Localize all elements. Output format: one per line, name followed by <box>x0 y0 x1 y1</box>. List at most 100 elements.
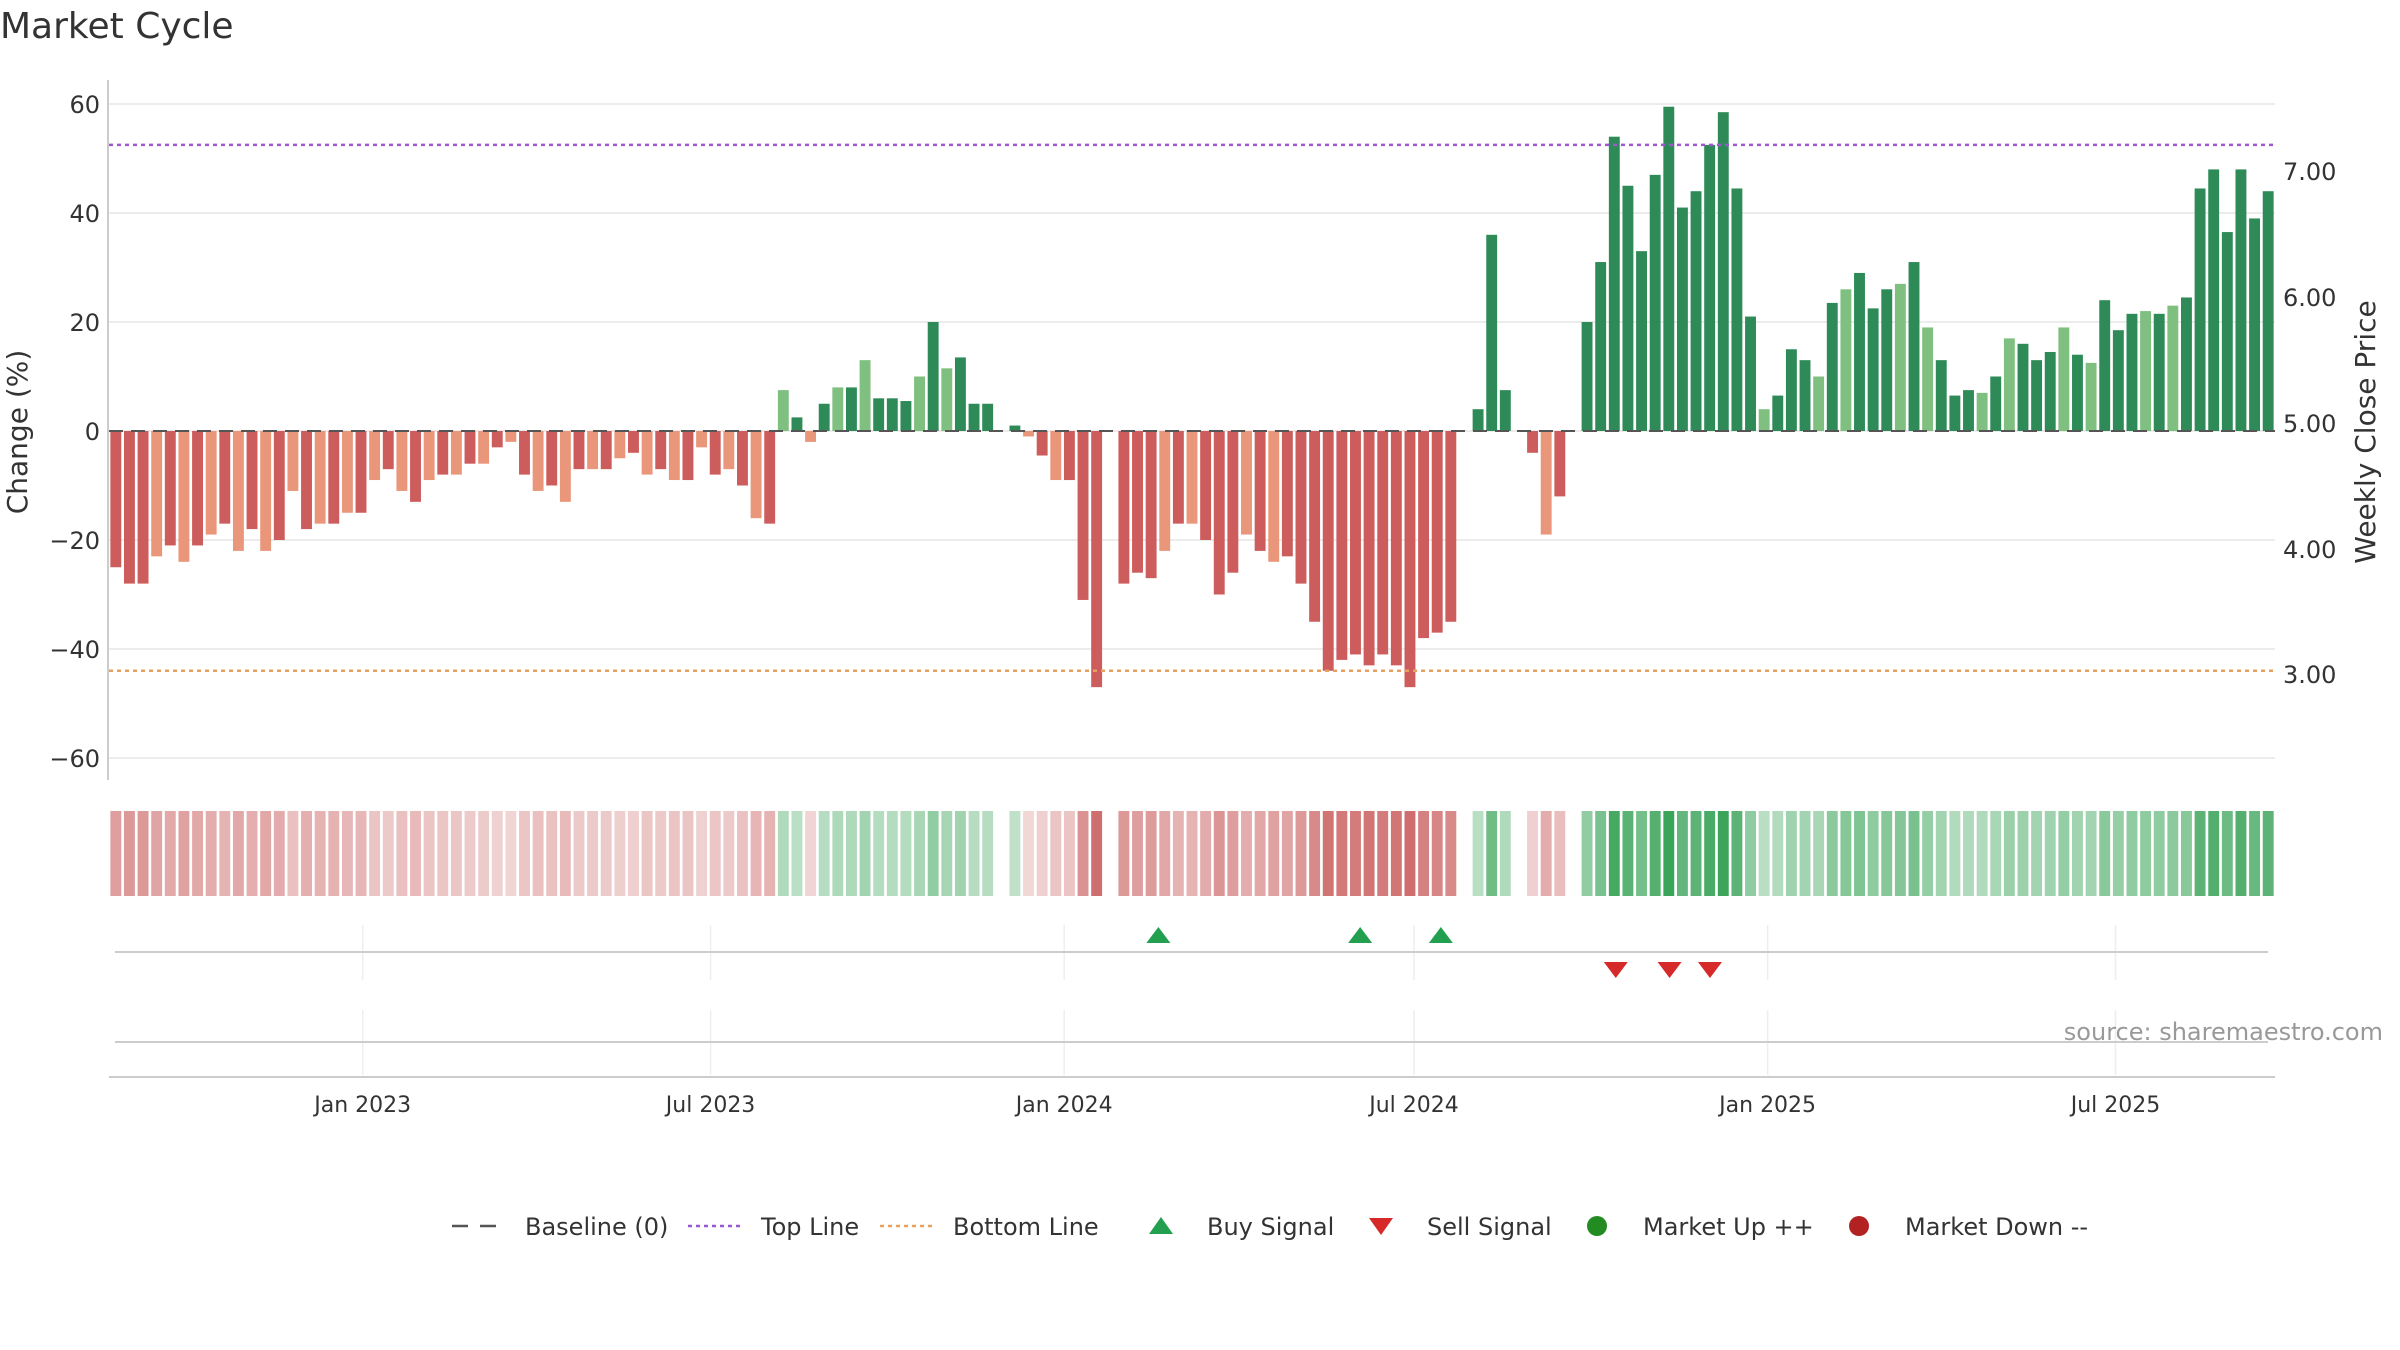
y-tick-label: −60 <box>49 745 100 773</box>
bar <box>709 431 721 475</box>
strip-cell <box>1377 811 1389 896</box>
bar <box>805 431 817 442</box>
bar <box>1268 431 1280 562</box>
bar <box>573 431 585 470</box>
x-tick-label: Jan 2025 <box>1717 1093 1816 1118</box>
reference-lines <box>109 143 2275 673</box>
bar <box>2194 188 2206 431</box>
strip-cell <box>464 811 476 896</box>
y2-tick-label: 5.00 <box>2283 410 2336 438</box>
x-tick-label: Jul 2025 <box>2069 1093 2161 1118</box>
bar <box>1063 431 1075 481</box>
bar <box>2112 330 2124 431</box>
strip-cell <box>1118 811 1130 896</box>
bar <box>1990 376 2002 431</box>
strip-cell <box>328 811 340 896</box>
bar <box>2126 313 2138 431</box>
strip-cell <box>927 811 939 896</box>
legend-item: Buy Signal <box>1149 1213 1334 1241</box>
strip-cell <box>1159 811 1171 896</box>
strip-cell <box>1717 811 1729 896</box>
strip-cell <box>1935 811 1947 896</box>
bar <box>110 431 122 568</box>
sell-signal-marker <box>1603 962 1628 978</box>
bar <box>1840 289 1852 431</box>
bar <box>1527 431 1539 453</box>
strip-cell <box>614 811 626 896</box>
bar <box>423 431 435 481</box>
bar <box>1813 376 1825 431</box>
strip-cell <box>1336 811 1348 896</box>
strip-cell <box>764 811 776 896</box>
bar <box>1963 390 1974 431</box>
x-tick-label: Jul 2024 <box>1367 1093 1459 1118</box>
bar <box>178 431 190 562</box>
strip-cell <box>1690 811 1702 896</box>
strip-cell <box>982 811 994 896</box>
strip-cell <box>941 811 953 896</box>
legend-item: Market Down -- <box>1849 1213 2088 1241</box>
bar <box>1077 431 1089 600</box>
strip-cell <box>900 811 912 896</box>
strip-cell <box>1922 811 1934 896</box>
strip-cell <box>2208 811 2220 896</box>
strip-cell <box>396 811 408 896</box>
bar <box>478 431 490 464</box>
sell-signal-marker <box>1697 962 1722 978</box>
bar <box>1731 188 1743 431</box>
bar <box>682 431 694 481</box>
strip-cell <box>1227 811 1239 896</box>
strip-cell <box>1772 811 1784 896</box>
strip-cell <box>1132 811 1143 896</box>
bar <box>600 431 612 470</box>
strip-cell <box>2221 811 2233 896</box>
strip-cell <box>737 811 748 896</box>
strip-cell <box>968 811 980 896</box>
bar <box>982 403 994 431</box>
strip-cell <box>1036 811 1048 896</box>
bar <box>2181 297 2192 431</box>
strip-cell <box>2167 811 2179 896</box>
strip-cell <box>1322 811 1334 896</box>
strip-cell <box>1554 811 1566 896</box>
strip-cell <box>1990 811 2002 896</box>
strip-cell <box>791 811 803 896</box>
y-axis-label: Change (%) <box>1 350 34 515</box>
bar <box>641 431 653 475</box>
strip-cell <box>832 811 844 896</box>
bar <box>1431 431 1443 633</box>
strip-cell <box>1254 811 1266 896</box>
bar <box>614 431 626 459</box>
strip-cell <box>600 811 612 896</box>
strip-cell <box>110 811 122 896</box>
bar <box>1404 431 1416 688</box>
strip-cell <box>151 811 163 896</box>
legend-item: Market Up ++ <box>1587 1213 1814 1241</box>
bar <box>1036 431 1048 456</box>
bar <box>1622 185 1634 431</box>
strip-cell <box>914 811 925 896</box>
bar <box>1172 431 1184 524</box>
bar <box>655 431 667 470</box>
strip-cell <box>1840 811 1852 896</box>
strip-cell <box>232 811 244 896</box>
bar <box>1009 425 1021 431</box>
y-tick-label: 60 <box>69 91 100 119</box>
bar <box>1772 395 1784 431</box>
bar <box>1023 431 1034 437</box>
bar <box>287 431 299 491</box>
legend-label: Market Up ++ <box>1643 1213 1814 1241</box>
strip-cell <box>1091 811 1103 896</box>
bar <box>1200 431 1212 540</box>
bar <box>1649 174 1661 431</box>
strip-cell <box>2194 811 2206 896</box>
bar <box>1254 431 1266 551</box>
strip-cell <box>341 811 353 896</box>
legend-label: Market Down -- <box>1905 1213 2088 1241</box>
strip-cell <box>655 811 667 896</box>
strip-cell <box>1050 811 1062 896</box>
strip-cell <box>287 811 299 896</box>
bar <box>832 387 844 431</box>
bar <box>137 431 149 584</box>
strip-cell <box>164 811 176 896</box>
